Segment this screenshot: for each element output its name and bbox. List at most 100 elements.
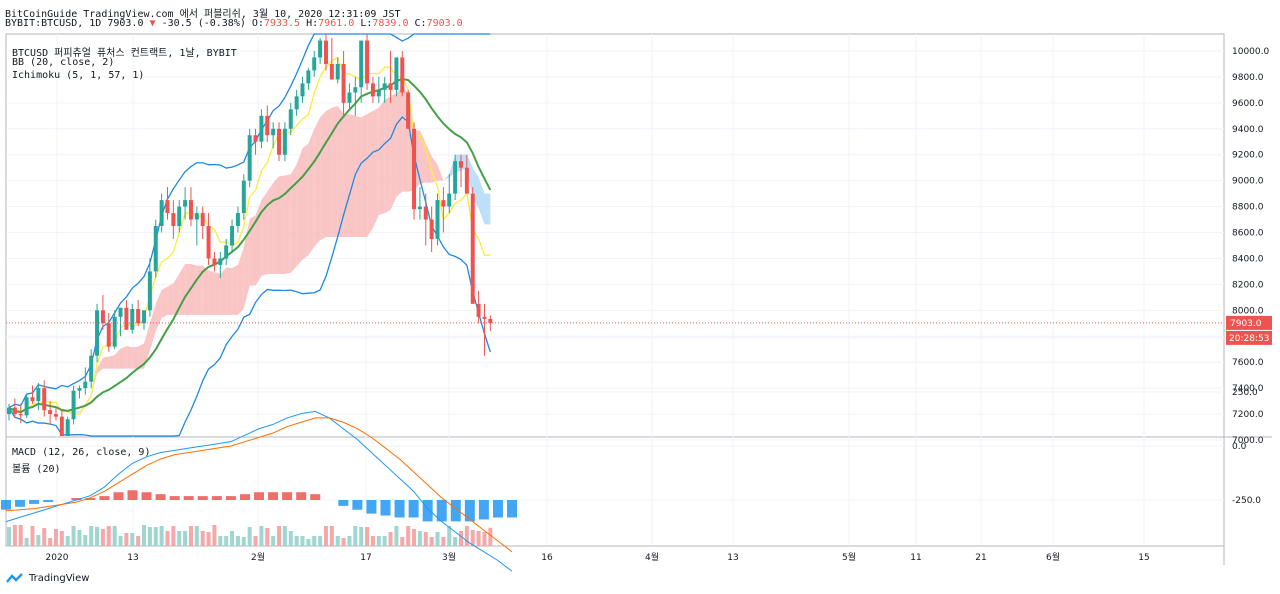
- volume-bar: [118, 536, 123, 546]
- volume-bar: [200, 531, 205, 546]
- candle-body: [206, 226, 211, 259]
- ichimoku-cloud: [355, 115, 362, 238]
- macd-histogram-bar: [113, 492, 124, 500]
- ichimoku-cloud: [267, 182, 274, 275]
- volume-bar: [482, 532, 487, 546]
- candle-body: [95, 310, 100, 356]
- candle-body: [271, 128, 276, 136]
- candle-body: [36, 388, 41, 402]
- time-tick: 2월: [251, 551, 265, 563]
- candle-body: [218, 258, 223, 265]
- time-tick: 17: [360, 553, 371, 563]
- low-label: L:: [360, 18, 373, 29]
- ichimoku-cloud: [273, 176, 280, 275]
- macd-tick: 250.0: [1232, 388, 1258, 398]
- tradingview-logo[interactable]: TradingView: [5, 572, 89, 584]
- volume-bar: [130, 533, 135, 546]
- candle-body: [318, 40, 323, 58]
- candle-body: [42, 388, 47, 411]
- ichimoku-cloud: [367, 110, 373, 238]
- candle-body: [165, 200, 170, 214]
- volume-bar: [294, 536, 299, 546]
- volume-bar: [59, 531, 64, 546]
- candle-body: [18, 414, 23, 416]
- brand-label: TradingView: [29, 572, 90, 584]
- price-tick: 7000.0: [1232, 436, 1264, 446]
- candle-body: [353, 87, 358, 93]
- volume-bar: [329, 526, 334, 546]
- ichimoku-cloud: [302, 143, 309, 260]
- candle-body: [429, 219, 434, 239]
- volume-bar: [230, 531, 235, 546]
- volume-bar: [188, 526, 193, 546]
- macd-histogram-bar: [478, 500, 489, 520]
- candle-body: [382, 83, 387, 90]
- volume-bar: [83, 535, 88, 546]
- time-tick: 3월: [442, 551, 456, 563]
- volume-bar: [36, 535, 41, 546]
- open-value: 7933.5: [263, 18, 301, 29]
- candle-body: [458, 161, 463, 168]
- macd-histogram-bar: [254, 492, 264, 500]
- macd-histogram-bar: [436, 500, 447, 522]
- macd-histogram-bar: [380, 500, 391, 516]
- candle-body: [265, 115, 270, 136]
- volume-bar: [406, 526, 411, 546]
- macd-line: [5, 410, 513, 572]
- countdown-value: 20:28:53: [1229, 334, 1269, 344]
- macd-histogram-bar: [507, 500, 517, 518]
- candle-body: [136, 309, 141, 324]
- ichimoku-cloud: [102, 356, 109, 369]
- macd-histogram-bar: [15, 500, 26, 507]
- time-tick: 2020: [46, 553, 69, 563]
- volume-bar: [147, 527, 152, 546]
- candle-body: [347, 92, 352, 103]
- volume-bar: [341, 538, 346, 546]
- close-value: 7903.0: [426, 18, 463, 29]
- macd-tick: -250.0: [1232, 496, 1261, 506]
- time-tick: 13: [727, 553, 738, 563]
- macd-histogram-bar: [394, 500, 405, 518]
- ichimoku-cloud: [190, 263, 197, 315]
- down-arrow-icon: ▼: [149, 18, 156, 29]
- volume-bar: [247, 527, 252, 546]
- volume-bar: [165, 531, 170, 546]
- ichimoku-cloud: [331, 106, 338, 238]
- candle-body: [312, 57, 317, 71]
- volume-bar: [306, 539, 311, 546]
- volume-bar: [370, 536, 375, 546]
- candle-body: [376, 89, 381, 97]
- price-tick: 8000.0: [1232, 306, 1264, 316]
- price-tick: 9400.0: [1232, 125, 1264, 135]
- volume-bar: [458, 531, 463, 546]
- price-tick: 7400.0: [1232, 384, 1264, 394]
- low-value: 7839.0: [372, 18, 409, 29]
- ichimoku-cloud: [484, 193, 491, 225]
- volume-bar: [124, 533, 129, 546]
- bb-lower-band: [8, 116, 491, 437]
- candle-body: [7, 407, 11, 415]
- ichimoku-cloud: [167, 283, 174, 315]
- volume-bar: [106, 526, 111, 546]
- macd-histogram-bar: [197, 496, 208, 500]
- ichimoku-cloud: [226, 267, 233, 315]
- tradingview-icon: [6, 573, 23, 583]
- volume-bar: [206, 532, 211, 546]
- ichimoku-cloud: [138, 343, 145, 369]
- candle-body: [241, 180, 246, 214]
- macd-histogram-bar: [99, 496, 110, 500]
- macd-histogram-bar: [492, 500, 503, 518]
- time-tick: 16: [541, 553, 553, 563]
- price-tick: 8400.0: [1232, 254, 1264, 264]
- high-label: H:: [306, 18, 319, 29]
- time-tick: 6월: [1046, 551, 1060, 563]
- price-tick: 7200.0: [1232, 410, 1264, 420]
- time-tick: 5월: [842, 551, 856, 563]
- price-tick: 9600.0: [1232, 99, 1264, 109]
- macd-histogram-bar: [408, 500, 419, 518]
- ichimoku-cloud: [396, 86, 403, 197]
- macd-histogram-bar: [268, 492, 279, 500]
- candle-body: [359, 40, 364, 88]
- candle-body: [259, 115, 264, 142]
